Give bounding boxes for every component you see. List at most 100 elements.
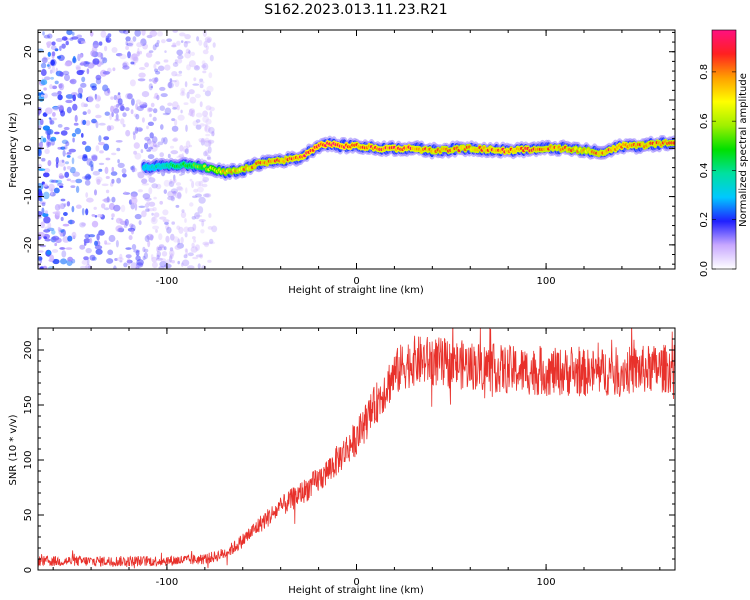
noise-blob [51,41,56,46]
ridge-core [672,141,675,145]
noise-blob [46,227,55,231]
noise-blob [80,82,87,88]
noise-blob [60,216,64,222]
noise-blob [164,107,172,115]
noise-blob [43,76,51,81]
noise-blob [153,108,158,114]
noise-blob [146,233,154,241]
noise-blob [172,107,178,110]
noise-blob [159,152,164,158]
noise-blob [66,30,73,36]
x-tick-label: -100 [156,276,179,287]
noise-blob [85,247,92,254]
noise-blob [159,216,167,220]
noise-blob [195,65,199,69]
noise-blob [51,51,56,57]
noise-blob [201,64,207,69]
noise-blob [171,80,177,83]
noise-blob [47,64,50,67]
noise-blob [166,38,173,42]
noise-blob [156,250,161,258]
noise-blob [84,233,91,239]
noise-blob [117,159,120,164]
noise-blob [180,40,184,43]
noise-blob [187,226,195,232]
noise-blob [199,78,204,82]
noise-blob [95,94,101,102]
noise-blob [187,252,194,257]
noise-blob [188,60,196,68]
y-tick-label: 100 [23,450,34,469]
noise-blob [181,209,185,213]
noise-blob [98,41,103,46]
noise-blob [180,211,187,219]
noise-blob [148,187,153,195]
noise-blob [169,255,173,263]
spectrogram-x-axis: -100 0 100 [52,30,661,287]
noise-blob [184,81,188,88]
noise-blob [152,207,157,212]
noise-blob [125,107,130,112]
noise-blob [172,62,179,67]
noise-blob [106,258,114,264]
noise-blob [200,229,205,234]
noise-blob [39,266,44,269]
noise-blob [192,83,200,86]
noise-blob [91,44,99,49]
noise-blob [126,259,133,264]
noise-blob [96,233,100,241]
noise-blob [151,183,158,189]
noise-blob [172,30,178,33]
noise-blob [117,98,123,105]
noise-blob [158,233,163,241]
noise-blob [203,41,208,48]
noise-blob [66,155,71,158]
noise-blob [208,213,212,218]
noise-blob [177,238,180,246]
noise-blob [104,111,111,116]
noise-blob [68,148,77,153]
noise-blob [43,57,51,60]
noise-blob [47,141,51,148]
noise-blob [41,157,46,162]
noise-blob [191,109,195,118]
noise-blob [104,242,111,245]
noise-blob [183,149,187,153]
noise-blob [192,236,196,240]
noise-blob [149,30,158,37]
noise-blob [172,101,179,109]
noise-blob [115,140,123,143]
noise-blob [125,247,132,250]
noise-blob [185,148,189,155]
noise-blob [169,249,175,257]
noise-blob [110,171,118,176]
noise-blob [43,87,47,91]
noise-blob [65,94,74,99]
noise-blob [201,265,207,269]
noise-blob [177,114,185,121]
noise-blob [50,59,55,66]
noise-blob [212,42,216,48]
noise-blob [120,118,125,125]
noise-blob [208,139,212,147]
noise-blob [193,65,200,71]
noise-blob [47,33,53,39]
noise-blob [85,120,91,126]
spectrogram-y-axis: -20 -10 0 10 20 [23,31,675,265]
noise-blob [134,152,142,160]
noise-blob [44,226,51,230]
noise-blob [122,65,130,70]
noise-blob [136,259,144,266]
noise-blob [111,178,115,184]
noise-blob [202,62,209,71]
noise-blob [104,45,108,52]
noise-blob [201,60,206,66]
noise-blob [202,70,207,74]
noise-blob [38,256,43,261]
noise-blob [207,146,212,154]
noise-blob [162,219,170,223]
noise-blob [127,51,131,59]
noise-blob [153,196,157,200]
noise-blob [71,92,78,96]
noise-blob [153,79,158,85]
